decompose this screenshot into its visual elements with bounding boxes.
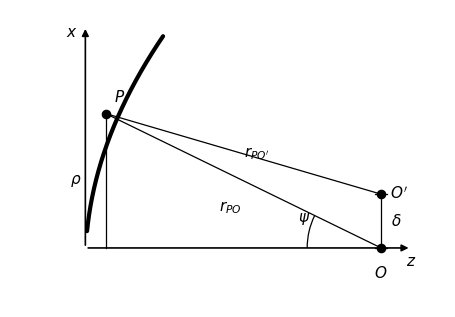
Point bbox=[102, 111, 109, 116]
Text: $z$: $z$ bbox=[406, 254, 416, 269]
Text: $\psi$: $\psi$ bbox=[298, 211, 310, 227]
Text: $O$: $O$ bbox=[374, 265, 388, 281]
Text: $x$: $x$ bbox=[66, 25, 78, 40]
Text: $P$: $P$ bbox=[114, 89, 125, 105]
Text: $r_{PO}$: $r_{PO}$ bbox=[218, 199, 241, 216]
Text: $\delta$: $\delta$ bbox=[391, 213, 402, 229]
Point bbox=[378, 192, 385, 197]
Text: $r_{PO'}$: $r_{PO'}$ bbox=[244, 146, 270, 162]
Point bbox=[378, 245, 385, 250]
Text: $O'$: $O'$ bbox=[389, 186, 408, 203]
Text: $\rho$: $\rho$ bbox=[70, 173, 81, 189]
